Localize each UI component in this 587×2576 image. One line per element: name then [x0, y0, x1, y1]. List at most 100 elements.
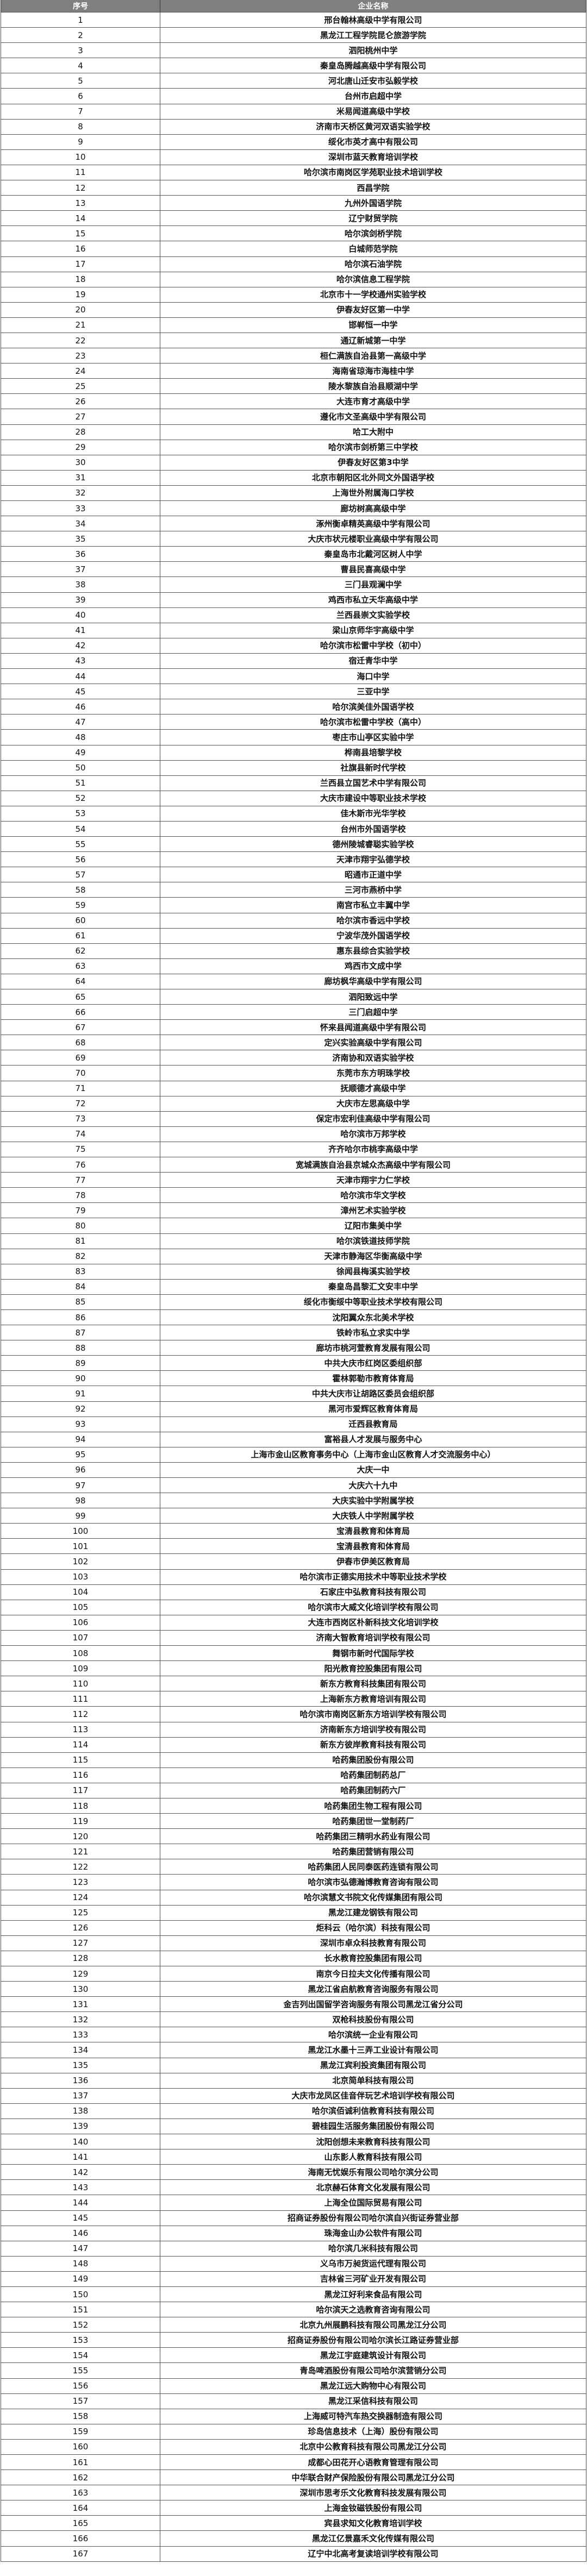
company-name: 哈尔滨市弘德瀚博教育咨询有限公司	[160, 1874, 586, 1890]
table-row: 22 通辽新城第一中学	[1, 332, 586, 349]
company-name: 白城师范学院	[160, 241, 586, 257]
table-row: 51 兰西县立国艺术中学有限公司	[1, 775, 586, 791]
table-row: 57 昭通市正道中学	[1, 867, 586, 883]
table-row: 127 深圳市卓众科技教育有限公司	[1, 1935, 586, 1951]
table-row: 23 桓仁满族自治县第一高级中学	[1, 348, 586, 364]
table-row: 110 新东方教育科技集团有限公司	[1, 1676, 586, 1692]
table-row: 80 辽阳市集美中学	[1, 1218, 586, 1234]
company-name: 西昌学院	[160, 180, 586, 196]
company-name: 上海新东方教育培训有限公司	[160, 1691, 586, 1707]
table-row: 129 南京今日拉夫文化传播有限公司	[1, 1965, 586, 1982]
row-index: 35	[1, 531, 160, 547]
row-index: 153	[1, 2332, 160, 2348]
row-index: 146	[1, 2225, 160, 2241]
table-row: 15 哈尔滨剑桥学院	[1, 225, 586, 242]
row-index: 7	[1, 103, 160, 120]
company-name: 秦皇岛市北戴河区树人中学	[160, 546, 586, 562]
company-name: 济南协和双语实验学校	[160, 1050, 586, 1066]
row-index: 143	[1, 2179, 160, 2196]
table-row: 157 黑龙江采信科技有限公司	[1, 2393, 586, 2409]
company-name: 南京今日拉夫文化传播有限公司	[160, 1965, 586, 1982]
table-row: 161 成都心田花开心语教育管理有限公司	[1, 2454, 586, 2471]
company-name: 霍林郭勒市教育体育局	[160, 1370, 586, 1387]
company-name: 河北唐山迁安市弘毅学校	[160, 73, 586, 89]
table-row: 44 海口中学	[1, 668, 586, 685]
row-index: 2	[1, 27, 160, 43]
company-name: 哈尔滨佰诚利信教育科技有限公司	[160, 2103, 586, 2119]
company-name: 黑龙江水墨十三弄工业设计有限公司	[160, 2042, 586, 2058]
row-index: 102	[1, 1553, 160, 1570]
table-row: 87 铁岭市私立求实中学	[1, 1325, 586, 1341]
company-name: 邢台翰林高级中学有限公司	[160, 11, 586, 28]
row-index: 132	[1, 2011, 160, 2028]
row-index: 165	[1, 2515, 160, 2531]
row-index: 101	[1, 1538, 160, 1555]
table-row: 45 三亚中学	[1, 684, 586, 700]
company-name: 济南大智教育培训学校有限公司	[160, 1629, 586, 1646]
company-name: 哈尔滨统一企业有限公司	[160, 2027, 586, 2043]
company-name: 漳州艺术实验学校	[160, 1202, 586, 1219]
row-index: 89	[1, 1355, 160, 1371]
company-name: 哈尔滨铁道技师学院	[160, 1233, 586, 1249]
table-row: 154 黑龙江宇庭建筑设计有限公司	[1, 2347, 586, 2364]
company-name: 铁岭市私立求实中学	[160, 1325, 586, 1341]
table-row: 39 鸡西市私立天华高级中学	[1, 592, 586, 608]
company-name: 天津市静海区华衡高级中学	[160, 1248, 586, 1264]
table-row: 2 黑龙江工程学院昆仑旅游学院	[1, 27, 586, 43]
company-name: 碧桂园生活服务集团股份有限公司	[160, 2118, 586, 2135]
row-index: 74	[1, 1126, 160, 1142]
row-index: 81	[1, 1233, 160, 1249]
company-name: 珠海金山办公软件有限公司	[160, 2225, 586, 2241]
table-row: 94 富裕县人才发展与服务中心	[1, 1431, 586, 1447]
row-index: 77	[1, 1172, 160, 1188]
row-index: 58	[1, 882, 160, 898]
company-name: 中共大庆市让胡路区委员会组织部	[160, 1386, 586, 1402]
row-index: 158	[1, 2408, 160, 2424]
table-row: 68 定兴实验高级中学有限公司	[1, 1035, 586, 1051]
company-name: 东莞市东方明珠学校	[160, 1065, 586, 1081]
row-index: 10	[1, 149, 160, 165]
company-name: 大庆市建设中等职业技术学校	[160, 790, 586, 806]
row-index: 114	[1, 1737, 160, 1753]
company-name: 义乌市万昶货运代理有限公司	[160, 2255, 586, 2272]
table-row: 83 徐闻县梅溪实验学校	[1, 1263, 586, 1280]
table-row: 139 碧桂园生活服务集团股份有限公司	[1, 2118, 586, 2135]
row-index: 26	[1, 393, 160, 410]
table-row: 26 大连市育才高级中学	[1, 393, 586, 410]
table-row: 143 北京赫石体育文化发展有限公司	[1, 2179, 586, 2196]
row-index: 41	[1, 622, 160, 638]
row-index: 112	[1, 1706, 160, 1722]
company-name: 新东方教育科技集团有限公司	[160, 1676, 586, 1692]
row-index: 162	[1, 2470, 160, 2486]
table-row: 71 抚顺德才高级中学	[1, 1080, 586, 1096]
company-name: 上海威可特汽车热交换器制造有限公司	[160, 2408, 586, 2424]
table-row: 115 哈药集团股份有限公司	[1, 1752, 586, 1768]
company-name: 廊坊树高高级中学	[160, 500, 586, 517]
table-row: 12 西昌学院	[1, 180, 586, 196]
table-row: 7 米易闻道高级中学校	[1, 103, 586, 120]
row-index: 90	[1, 1370, 160, 1387]
table-row: 29 哈尔滨市剑桥第三中学校	[1, 439, 586, 455]
company-name: 秦皇岛昌黎汇文安丰中学	[160, 1278, 586, 1295]
company-name: 中华联合财产保险股份有限公司黑龙江分公司	[160, 2470, 586, 2486]
company-name: 桓仁满族自治县第一高级中学	[160, 348, 586, 364]
table-row: 128 长水教育控股集团有限公司	[1, 1950, 586, 1967]
table-row: 61 宁波华茂外国语学校	[1, 927, 586, 944]
row-index: 156	[1, 2378, 160, 2394]
table-row: 5 河北唐山迁安市弘毅学校	[1, 73, 586, 89]
company-name: 三亚中学	[160, 684, 586, 700]
row-index: 161	[1, 2454, 160, 2471]
table-row: 135 黑龙江宾利投资集团有限公司	[1, 2057, 586, 2073]
table-row: 66 三门启超中学	[1, 1004, 586, 1020]
row-index: 66	[1, 1004, 160, 1020]
table-row: 63 鸡西市文成中学	[1, 958, 586, 974]
table-header: 序号 企业名称	[1, 0, 586, 12]
row-index: 55	[1, 836, 160, 853]
company-name: 哈药集团营销有限公司	[160, 1844, 586, 1860]
company-name: 迁西县教育局	[160, 1416, 586, 1432]
table-row: 52 大庆市建设中等职业技术学校	[1, 790, 586, 806]
company-name: 宿迁青华中学	[160, 653, 586, 669]
row-index: 135	[1, 2057, 160, 2073]
table-row: 67 怀来县闻道高级中学有限公司	[1, 1019, 586, 1036]
row-index: 52	[1, 790, 160, 806]
